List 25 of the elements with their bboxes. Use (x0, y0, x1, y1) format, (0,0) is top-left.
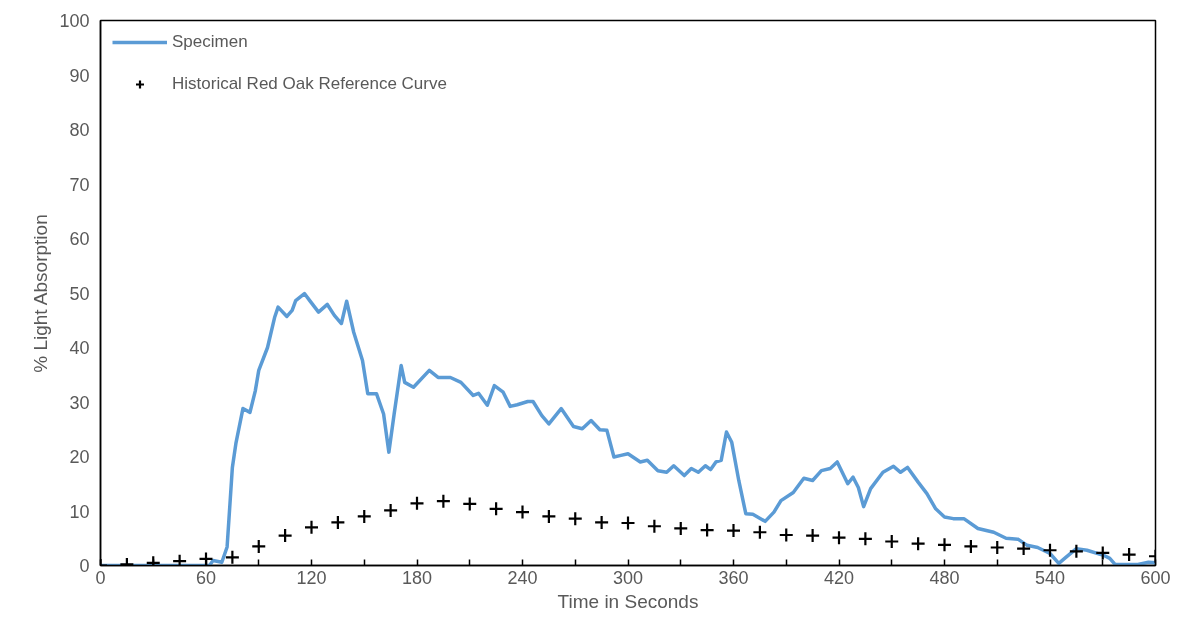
legend-label: Specimen (172, 32, 248, 52)
y-tick-label: 80 (69, 120, 90, 140)
x-tick-label: 120 (296, 567, 327, 588)
y-tick-label: 90 (69, 65, 90, 86)
x-tick-label: 300 (612, 567, 644, 588)
legend-label: Historical Red Oak Reference Curve (172, 74, 447, 94)
y-tick-label: 40 (69, 338, 90, 358)
y-tick-label: 30 (69, 392, 90, 413)
x-tick-label: 540 (1034, 567, 1066, 588)
y-tick-label: 100 (59, 11, 90, 31)
x-tick-label: 480 (929, 567, 960, 588)
x-tick-label: 420 (823, 567, 855, 588)
x-tick-label: 180 (401, 567, 433, 588)
x-axis-title: Time in Seconds (557, 590, 699, 612)
y-axis-title: % Light Absorption (30, 214, 52, 373)
y-tick-label: 10 (69, 501, 90, 522)
x-tick-label: 60 (195, 567, 217, 588)
x-tick-label: 0 (95, 567, 106, 588)
x-tick-label: 600 (1140, 567, 1171, 588)
y-tick-label: 20 (69, 447, 90, 467)
x-tick-label: 240 (507, 567, 538, 588)
y-tick-label: 70 (69, 174, 90, 195)
x-tick-label: 360 (718, 567, 749, 588)
y-tick-label: 50 (69, 283, 90, 304)
y-tick-label: 60 (69, 229, 90, 249)
